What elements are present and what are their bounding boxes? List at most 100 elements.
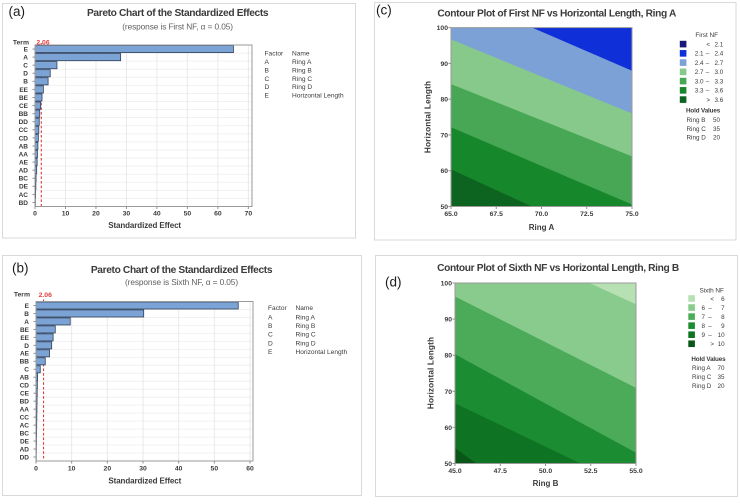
- svg-text:60: 60: [444, 425, 452, 432]
- svg-text:AB: AB: [19, 143, 29, 150]
- svg-text:7: 7: [721, 305, 725, 312]
- svg-text:20: 20: [92, 211, 100, 218]
- svg-text:A: A: [265, 59, 270, 66]
- svg-text:7: 7: [701, 314, 705, 321]
- svg-text:52.5: 52.5: [584, 468, 597, 475]
- svg-text:Horizontal Length: Horizontal Length: [292, 93, 344, 100]
- svg-text:AD: AD: [20, 446, 30, 453]
- svg-text:20: 20: [104, 466, 112, 473]
- svg-text:Contour Plot of First NF vs Ho: Contour Plot of First NF vs Horizontal L…: [437, 9, 677, 20]
- svg-text:Horizontal Length: Horizontal Length: [426, 337, 436, 409]
- svg-text:50: 50: [444, 461, 452, 468]
- svg-text:E: E: [24, 46, 29, 53]
- svg-text:DD: DD: [19, 119, 29, 126]
- svg-text:AA: AA: [19, 151, 29, 158]
- svg-text:10: 10: [718, 341, 726, 348]
- svg-text:Ring B: Ring B: [687, 117, 706, 124]
- svg-text:72.5: 72.5: [580, 211, 593, 218]
- svg-text:70: 70: [440, 132, 448, 139]
- svg-text:A: A: [24, 319, 29, 326]
- svg-text:(d): (d): [385, 275, 402, 290]
- svg-text:55.0: 55.0: [629, 468, 642, 475]
- svg-text:100: 100: [437, 25, 449, 32]
- svg-text:10: 10: [718, 332, 726, 339]
- svg-text:Horizontal Length: Horizontal Length: [423, 81, 433, 153]
- svg-text:Ring A: Ring A: [296, 314, 316, 321]
- svg-text:–: –: [708, 323, 712, 330]
- svg-text:EE: EE: [20, 335, 29, 342]
- svg-text:Term: Term: [13, 39, 29, 46]
- svg-text:CD: CD: [19, 135, 29, 142]
- svg-text:BE: BE: [20, 327, 30, 334]
- svg-text:–: –: [706, 51, 710, 58]
- svg-text:(c): (c): [376, 3, 392, 18]
- svg-text:2.4: 2.4: [695, 60, 704, 67]
- svg-text:Standardized Effect: Standardized Effect: [108, 221, 181, 230]
- svg-text:BC: BC: [19, 176, 29, 183]
- svg-text:90: 90: [440, 61, 448, 68]
- svg-text:2.7: 2.7: [695, 69, 704, 76]
- svg-text:3.3: 3.3: [715, 78, 724, 85]
- svg-text:(a): (a): [9, 4, 26, 19]
- svg-text:20: 20: [717, 383, 725, 390]
- svg-text:>: >: [706, 97, 710, 104]
- svg-text:–: –: [708, 314, 712, 321]
- svg-text:35: 35: [713, 126, 721, 133]
- svg-text:50: 50: [713, 117, 721, 124]
- svg-text:Ring B: Ring B: [296, 323, 316, 330]
- svg-text:Ring D: Ring D: [292, 84, 312, 91]
- svg-text:2.4: 2.4: [715, 51, 724, 58]
- svg-text:Ring D: Ring D: [687, 135, 707, 142]
- svg-text:–: –: [706, 78, 710, 85]
- svg-text:50.0: 50.0: [539, 468, 552, 475]
- svg-text:20: 20: [713, 135, 721, 142]
- svg-text:40: 40: [153, 211, 161, 218]
- svg-text:AA: AA: [20, 407, 30, 414]
- svg-text:3.6: 3.6: [715, 97, 724, 104]
- svg-text:DE: DE: [20, 438, 30, 445]
- svg-text:2.1: 2.1: [695, 51, 704, 58]
- svg-text:2.7: 2.7: [715, 60, 724, 67]
- svg-text:AD: AD: [19, 168, 29, 175]
- svg-text:100: 100: [441, 281, 453, 288]
- svg-text:–: –: [706, 69, 710, 76]
- svg-text:Ring B: Ring B: [533, 479, 559, 488]
- svg-text:D: D: [24, 343, 29, 350]
- svg-text:9: 9: [721, 323, 725, 330]
- svg-text:B: B: [265, 67, 270, 74]
- svg-text:C: C: [265, 76, 270, 83]
- svg-text:Hold Values: Hold Values: [686, 108, 721, 115]
- svg-text:50: 50: [184, 211, 192, 218]
- svg-text:C: C: [268, 332, 273, 339]
- svg-text:Standardized Effect: Standardized Effect: [108, 477, 181, 486]
- svg-text:E: E: [265, 93, 270, 100]
- svg-text:BD: BD: [20, 399, 30, 406]
- svg-text:3.0: 3.0: [695, 78, 704, 85]
- svg-text:3.3: 3.3: [695, 88, 704, 95]
- svg-text:0: 0: [34, 466, 38, 473]
- svg-text:BB: BB: [20, 359, 30, 366]
- svg-text:CE: CE: [19, 103, 29, 110]
- svg-text:E: E: [25, 303, 30, 310]
- svg-text:BB: BB: [19, 111, 29, 118]
- svg-text:35: 35: [717, 374, 725, 381]
- svg-text:A: A: [268, 314, 273, 321]
- svg-text:Name: Name: [296, 305, 314, 312]
- svg-text:3.0: 3.0: [715, 69, 724, 76]
- svg-text:60: 60: [214, 211, 222, 218]
- svg-text:Pareto Chart of the Standardiz: Pareto Chart of the Standardized Effects: [87, 8, 269, 19]
- svg-text:AE: AE: [19, 159, 29, 166]
- svg-text:Pareto Chart of the Standardiz: Pareto Chart of the Standardized Effects: [91, 265, 273, 276]
- svg-text:60: 60: [440, 168, 448, 175]
- svg-text:8: 8: [701, 323, 705, 330]
- svg-text:Horizontal Length: Horizontal Length: [296, 349, 348, 356]
- svg-text:67.5: 67.5: [490, 211, 503, 218]
- svg-text:6: 6: [701, 305, 705, 312]
- svg-text:70: 70: [245, 211, 253, 218]
- svg-text:Ring A: Ring A: [529, 223, 555, 232]
- svg-text:AC: AC: [20, 423, 30, 430]
- svg-text:3.6: 3.6: [715, 88, 724, 95]
- svg-text:Term: Term: [14, 292, 30, 299]
- svg-text:BC: BC: [20, 430, 30, 437]
- svg-text:8: 8: [721, 314, 725, 321]
